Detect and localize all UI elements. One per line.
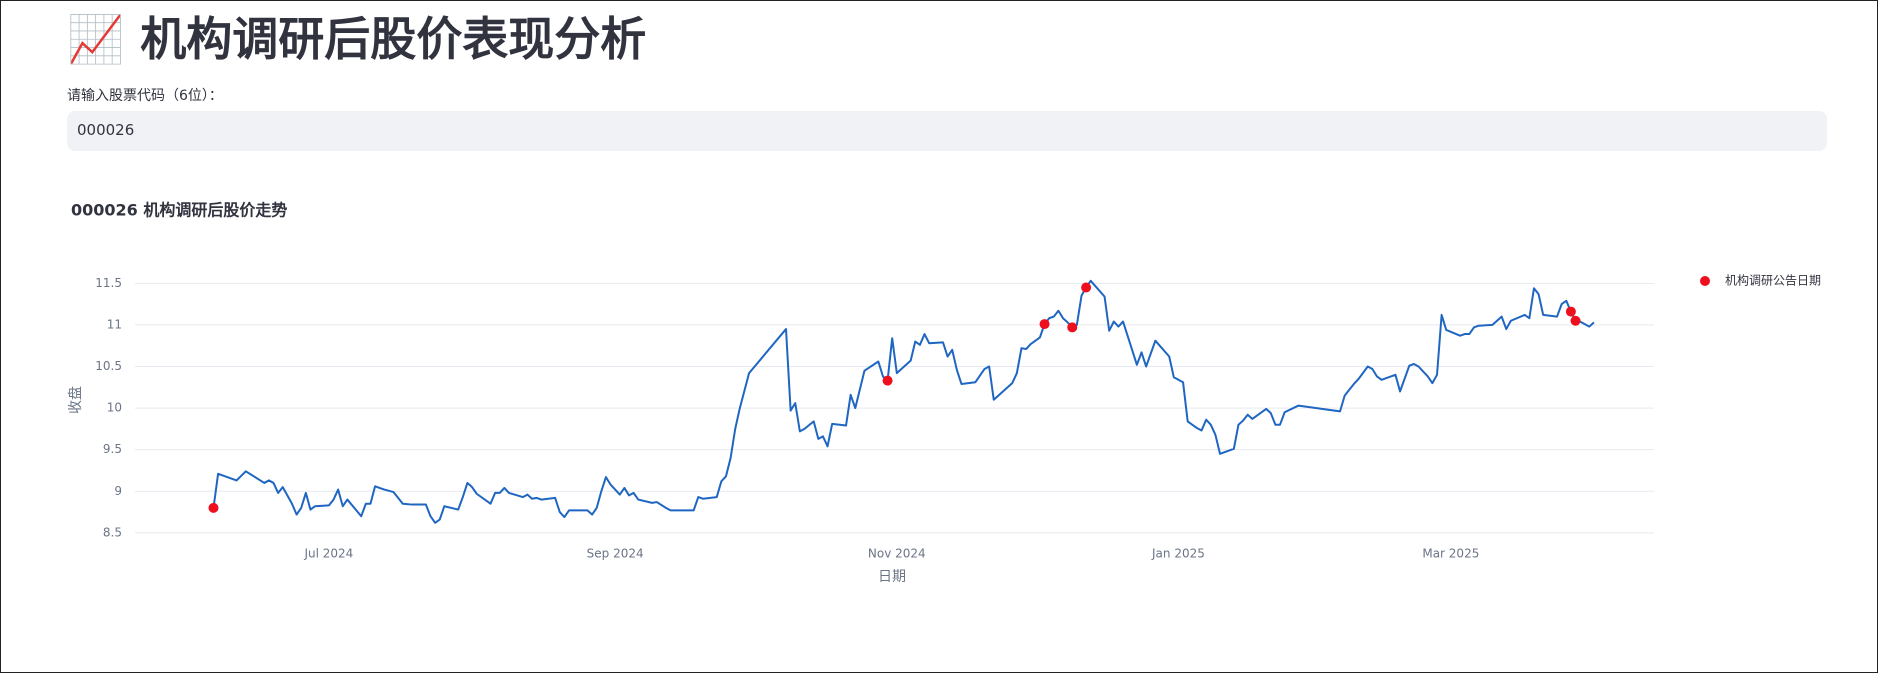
y-tick-label: 11.5: [95, 276, 122, 290]
input-label: 请输入股票代码（6位）：: [67, 88, 223, 104]
x-tick-label: Sep 2024: [587, 547, 644, 561]
x-tick-label: Jan 2025: [1151, 547, 1205, 561]
event-marker: [1565, 306, 1576, 317]
x-tick-label: Nov 2024: [868, 547, 926, 561]
event-marker: [208, 502, 219, 513]
legend-label: 机构调研公告日期: [1725, 273, 1821, 288]
input-value: 000026: [77, 121, 135, 139]
y-tick-label: 9: [114, 484, 122, 498]
y-tick-label: 10.5: [95, 359, 122, 373]
y-tick-label: 9.5: [103, 442, 122, 456]
stock-code-input[interactable]: 000026: [67, 111, 1827, 151]
event-marker: [1081, 282, 1092, 293]
event-marker: [1570, 315, 1581, 326]
event-marker: [882, 375, 893, 386]
price-line: [212, 279, 1595, 524]
y-tick-label: 11: [107, 317, 122, 331]
y-tick-label: 8.5: [103, 525, 122, 539]
event-marker: [1067, 322, 1078, 333]
chart-title: 000026 机构调研后股价走势: [71, 201, 287, 220]
event-marker: [1039, 319, 1050, 330]
x-axis-title: 日期: [878, 569, 906, 585]
x-tick-label: Jul 2024: [303, 547, 353, 561]
page-title: 📈 机构调研后股价表现分析: [67, 12, 647, 66]
x-tick-label: Mar 2025: [1422, 547, 1479, 561]
legend-marker: [1700, 276, 1710, 286]
y-axis-title: 收盘: [67, 386, 84, 414]
y-tick-label: 10: [107, 401, 122, 415]
